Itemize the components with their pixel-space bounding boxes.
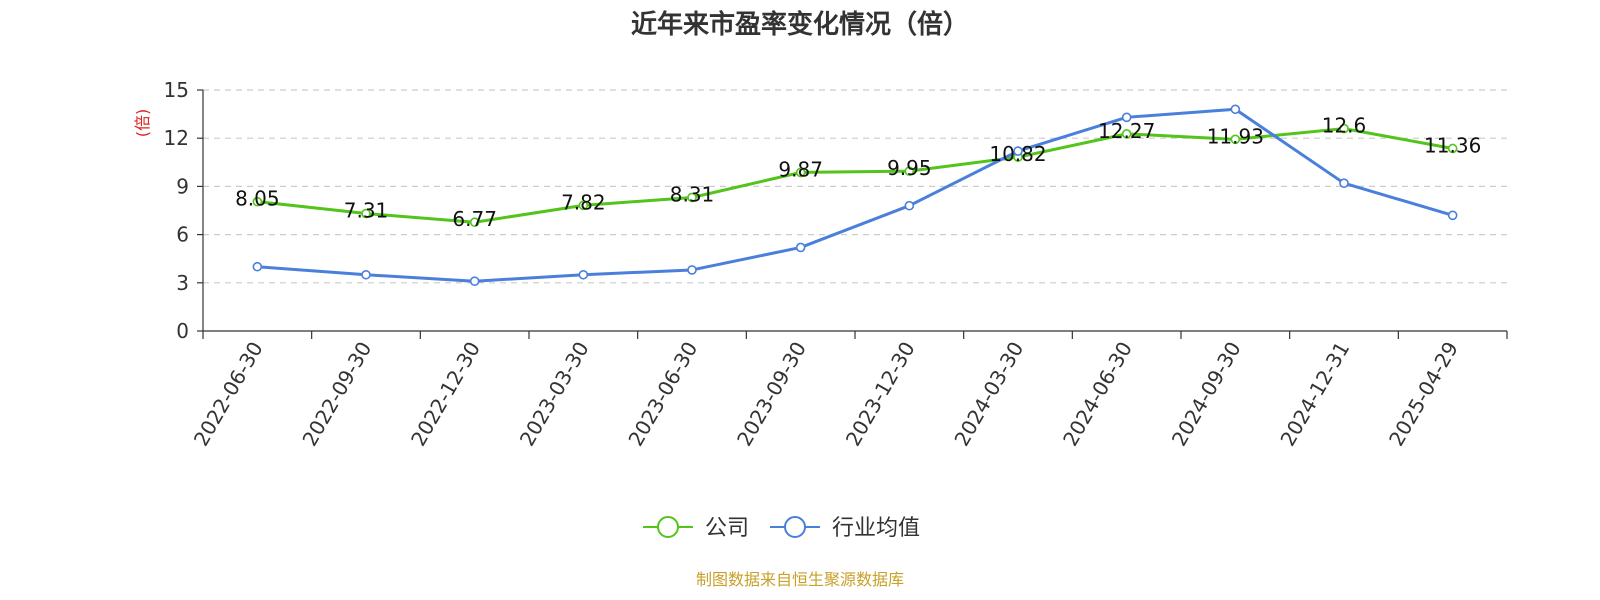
data-point[interactable] [1447,143,1458,154]
x-tick-label: 2024-06-30 [1058,338,1137,451]
chart-title: 近年来市盈率变化情况（倍） [631,9,969,40]
data-point[interactable] [1339,123,1349,134]
data-label: 6.77 [452,207,497,231]
legend-marker [657,516,679,538]
legend-label[interactable]: 公司 [705,516,749,541]
data-point[interactable] [1339,178,1349,188]
x-tick-label: 2022-12-30 [406,337,485,450]
data-point[interactable] [578,200,589,211]
x-tick-label: 2024-09-30 [1167,338,1246,451]
data-label: 11.93 [1207,124,1264,148]
data-point[interactable] [1121,112,1132,123]
data-label: 8.31 [670,182,715,206]
data-label: 12.6 [1322,114,1367,138]
x-tick-label: 2022-09-30 [297,338,376,451]
data-label: 9.95 [887,156,932,180]
data-label: 11.36 [1424,133,1481,157]
x-tick-labels: 2022-06-30 2022-09-30 2022-12-30 2023-03-30… [189,337,1463,450]
x-tick-label: 2023-12-30 [841,337,920,450]
data-point[interactable] [252,261,263,272]
data-label: 9.87 [778,157,823,181]
x-tick-label: 2023-03-30 [515,338,594,451]
data-point[interactable] [361,269,371,280]
legend[interactable]: 公司 行业均值 [643,516,920,541]
data-label: 7.82 [561,190,606,214]
data-label: 8.05 [235,187,280,211]
x-tick-label: 2022-06-30 [189,338,268,451]
y-tick-label: 12 [164,126,189,150]
source-note: 制图数据来自恒生聚源数据库 [696,570,904,589]
data-point[interactable] [469,276,480,286]
data-point[interactable] [1121,129,1132,139]
data-point[interactable] [687,192,697,203]
y-tick-label: 9 [176,174,189,198]
y-tick-label: 15 [164,78,189,102]
legend-marker [784,516,806,538]
data-label: 12.27 [1098,119,1155,143]
data-point[interactable] [795,242,806,253]
data-labels: 8.05 7.31 6.77 7.82 8.31 9.87 9.95 10.82 12.27 11… [235,114,1481,232]
data-point[interactable] [1230,104,1241,115]
data-label: 10.82 [989,142,1046,166]
data-point[interactable] [578,269,589,280]
data-point[interactable] [795,167,806,178]
x-tick-label: 2025-04-29 [1384,338,1463,451]
data-point[interactable] [687,265,697,275]
data-label: 7.31 [344,199,389,223]
series-layer [252,104,1458,286]
data-point[interactable] [361,208,371,219]
data-point[interactable] [469,217,480,228]
data-point[interactable] [904,166,915,176]
data-point[interactable] [904,200,915,211]
data-point[interactable] [252,196,263,207]
data-point[interactable] [1013,146,1023,156]
data-point[interactable] [1447,210,1458,221]
y-tick-label: 3 [176,271,189,295]
series-line-0 [257,127,1453,224]
y-axis-label: (倍) [133,109,152,138]
legend-label[interactable]: 行业均值 [832,516,920,541]
axes [202,90,1508,339]
data-point[interactable] [1230,134,1241,145]
x-tick-label: 2024-03-30 [949,338,1028,451]
y-tick-label: 0 [176,319,189,343]
series-line-1 [257,107,1454,283]
y-tick-label: 6 [176,223,189,247]
x-tick-label: 2023-09-30 [732,338,811,451]
y-tick-labels: 0 3 6 9 12 15 [164,78,189,343]
x-tick-label: 2023-06-30 [623,338,702,451]
grid-lines [197,89,1507,332]
x-tick-label: 2024-12-31 [1275,338,1354,451]
